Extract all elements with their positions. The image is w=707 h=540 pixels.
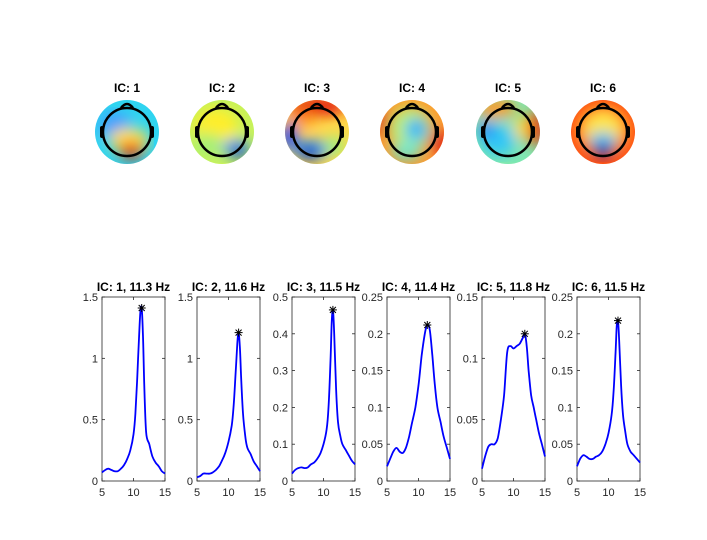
spectrum-title-3: IC: 3, 11.5 Hz — [287, 280, 360, 294]
y-tick-label-4-0: 0 — [377, 476, 383, 488]
x-tick-label-5-2: 15 — [539, 487, 551, 499]
topomap-title-6: IC: 6 — [590, 81, 616, 95]
y-tick-label-5-2: 0.1 — [463, 353, 478, 365]
spectrum-line-5 — [481, 332, 546, 469]
x-tick-label-1-1: 10 — [127, 487, 139, 499]
y-tick-label-1-0: 0 — [92, 476, 98, 488]
peak-marker-stroke-1-3 — [138, 304, 146, 312]
axes-box-6 — [576, 296, 641, 482]
x-tick-label-3-1: 10 — [317, 487, 329, 499]
y-tick-label-2-3: 1.5 — [178, 292, 193, 304]
peak-marker-stroke-2-3 — [235, 329, 242, 336]
peak-marker-stroke-4-3 — [423, 321, 431, 329]
y-tick-label-5-0: 0 — [472, 476, 478, 488]
topomap-title-4: IC: 4 — [399, 81, 425, 95]
topomap-5 — [476, 100, 540, 164]
topomap-2 — [190, 100, 254, 164]
spectrum-title-5: IC: 5, 11.8 Hz — [477, 280, 550, 294]
axes-box-3 — [291, 296, 356, 482]
x-tick-label-2-2: 15 — [254, 487, 266, 499]
peak-marker-1 — [137, 304, 146, 312]
topomap-title-3: IC: 3 — [304, 81, 330, 95]
peak-marker-4 — [423, 321, 432, 329]
peak-marker-6 — [614, 316, 622, 325]
y-tick-label-6-3: 0.15 — [552, 366, 573, 378]
topomap-title-2: IC: 2 — [209, 81, 235, 95]
spectrum-panel-6: IC: 6, 11.5 Hz 5 10 15 0 0.05 0.1 0.15 0.2 0.25 — [552, 280, 647, 499]
x-tick-label-5-1: 10 — [507, 487, 519, 499]
x-tick-label-5-0: 5 — [479, 487, 485, 499]
spectrum-panel-2: IC: 2, 11.6 Hz 5 10 15 0 0.5 1 1.5 — [178, 280, 266, 499]
y-tick-label-3-5: 0.5 — [273, 292, 288, 304]
spectrum-line-2 — [196, 331, 261, 479]
peak-marker-stroke-6-3 — [614, 317, 622, 324]
peak-marker-stroke-3-3 — [329, 306, 337, 314]
x-tick-label-3-2: 15 — [349, 487, 361, 499]
spectrum-title-2: IC: 2, 11.6 Hz — [192, 280, 265, 294]
spectrum-title-6: IC: 6, 11.5 Hz — [572, 280, 645, 294]
y-tick-label-1-2: 1 — [92, 353, 98, 365]
spectrum-panel-3: IC: 3, 11.5 Hz 5 10 15 0 0.1 0.2 0.3 0.4 0.5 — [273, 280, 361, 499]
y-tick-label-3-0: 0 — [282, 476, 288, 488]
y-tick-label-3-4: 0.4 — [273, 329, 288, 341]
spectrum-panel-4: IC: 4, 11.4 Hz 5 10 15 0 0.05 0.1 0.15 0.2 0.25 — [362, 280, 457, 499]
y-tick-label-1-3: 1.5 — [83, 292, 98, 304]
y-tick-label-3-1: 0.1 — [273, 439, 288, 451]
peak-marker-stroke-5-3 — [521, 330, 529, 338]
y-tick-label-6-4: 0.2 — [558, 329, 573, 341]
y-tick-label-3-2: 0.2 — [273, 402, 288, 414]
y-tick-label-4-1: 0.05 — [362, 439, 383, 451]
peak-marker-5 — [520, 329, 529, 338]
y-tick-label-2-2: 1 — [187, 353, 193, 365]
spectrum-line-1 — [101, 305, 166, 475]
y-tick-label-4-4: 0.2 — [368, 329, 383, 341]
axes-box-5 — [481, 296, 546, 482]
y-tick-label-5-3: 0.15 — [457, 292, 478, 304]
y-tick-label-4-3: 0.15 — [362, 366, 383, 378]
topomap-6 — [571, 100, 635, 164]
spectrum-title-1: IC: 1, 11.3 Hz — [97, 280, 170, 294]
x-tick-label-1-2: 15 — [159, 487, 171, 499]
spectrum-line-3 — [291, 308, 356, 475]
x-tick-label-6-2: 15 — [634, 487, 646, 499]
spectrum-line-6 — [576, 318, 641, 467]
y-tick-label-4-2: 0.1 — [368, 402, 383, 414]
y-tick-label-6-0: 0 — [567, 476, 573, 488]
y-tick-label-3-3: 0.3 — [273, 366, 288, 378]
spectrum-panel-1: IC: 1, 11.3 Hz 5 10 15 0 0.5 1 1.5 — [83, 280, 171, 499]
x-tick-label-4-2: 15 — [444, 487, 456, 499]
topomap-3 — [285, 100, 349, 164]
peak-marker-2 — [234, 328, 243, 337]
topomap-title-5: IC: 5 — [495, 81, 521, 95]
y-tick-label-6-5: 0.25 — [552, 292, 573, 304]
x-tick-label-6-1: 10 — [602, 487, 614, 499]
y-tick-label-4-5: 0.25 — [362, 292, 383, 304]
y-tick-label-5-1: 0.05 — [457, 415, 478, 427]
spectrum-panel-5: IC: 5, 11.8 Hz 5 10 15 0 0.05 0.1 0.15 — [457, 280, 552, 499]
x-tick-label-6-0: 5 — [574, 487, 580, 499]
axes-box-1 — [101, 296, 166, 482]
x-tick-label-4-0: 5 — [384, 487, 390, 499]
y-tick-label-6-2: 0.1 — [558, 402, 573, 414]
x-tick-label-1-0: 5 — [99, 487, 105, 499]
y-tick-label-1-1: 0.5 — [83, 415, 98, 427]
spectrum-title-4: IC: 4, 11.4 Hz — [382, 280, 455, 294]
spectrum-line-4 — [386, 323, 451, 467]
topomap-1 — [95, 100, 159, 164]
topomap-title-1: IC: 1 — [114, 81, 140, 95]
y-tick-label-2-0: 0 — [187, 476, 193, 488]
y-tick-label-2-1: 0.5 — [178, 415, 193, 427]
y-tick-label-6-1: 0.05 — [552, 439, 573, 451]
x-tick-label-2-1: 10 — [222, 487, 234, 499]
x-tick-label-2-0: 5 — [194, 487, 200, 499]
x-tick-label-3-0: 5 — [289, 487, 295, 499]
topomap-4 — [380, 100, 444, 164]
x-tick-label-4-1: 10 — [412, 487, 424, 499]
peak-marker-3 — [328, 305, 337, 314]
